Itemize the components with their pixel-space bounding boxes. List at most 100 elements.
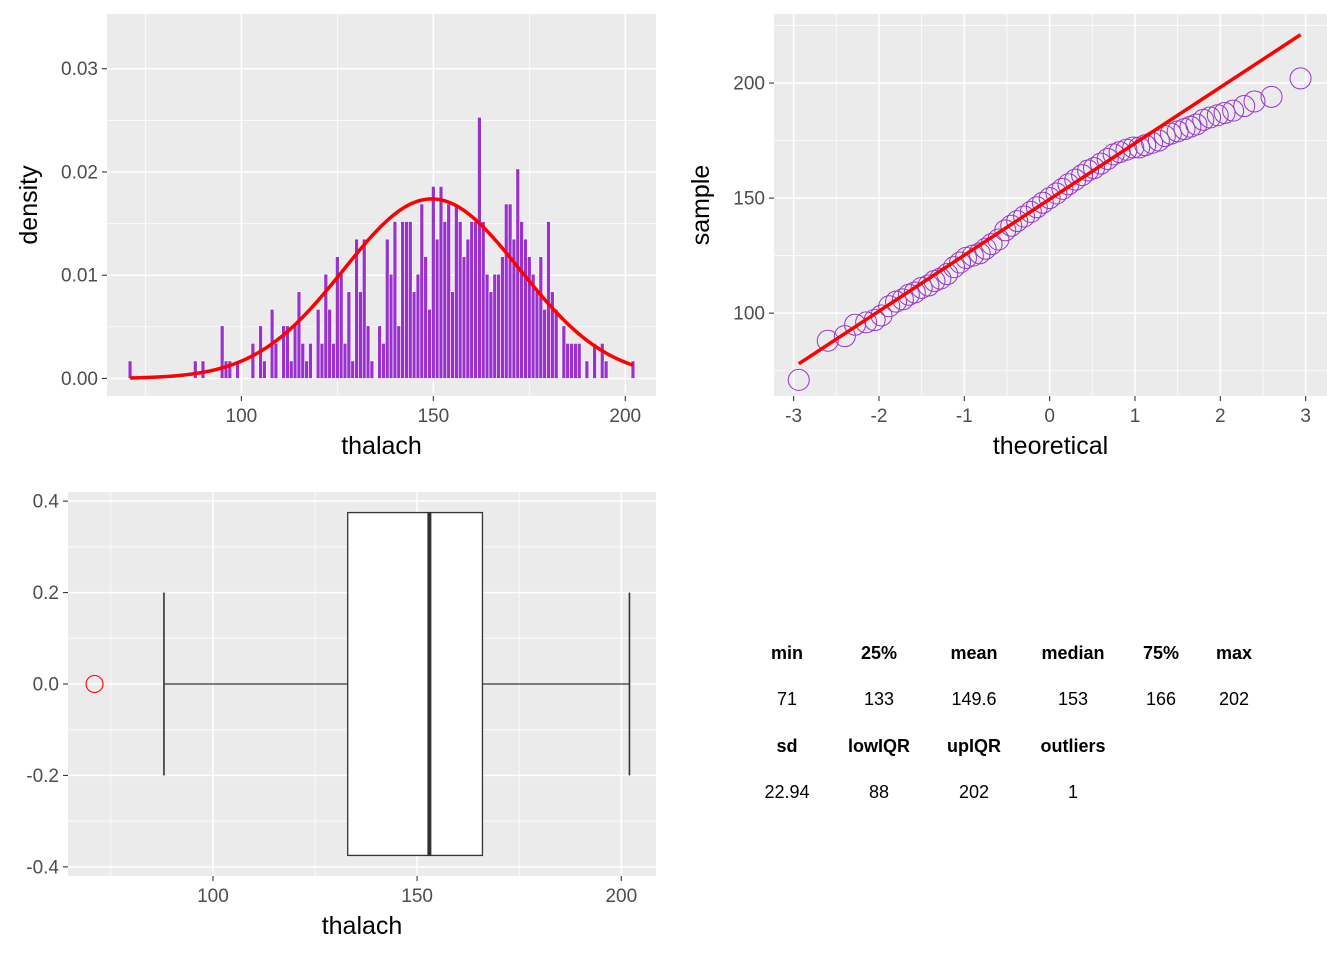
- histogram-bar: [289, 360, 294, 379]
- stats-value-cell: 166: [1146, 689, 1176, 709]
- histogram-bar: [450, 291, 455, 379]
- qq-point: [1025, 196, 1048, 219]
- histogram-bar: [342, 343, 348, 379]
- histogram-bar: [434, 238, 440, 379]
- histogram-bar: [465, 238, 471, 379]
- stats-header-cell: lowIQR: [848, 736, 910, 756]
- y-tick-label: 200: [733, 74, 765, 95]
- stats-header-cell: upIQR: [947, 736, 1001, 756]
- qq-point: [1199, 106, 1222, 129]
- stats-header-cell: outliers: [1040, 736, 1105, 756]
- histogram-bar: [454, 203, 459, 379]
- stats-value-cell: 1: [1068, 782, 1078, 802]
- histogram-bar: [273, 343, 279, 379]
- histogram-bar: [365, 325, 371, 379]
- histogram-bar: [569, 343, 574, 379]
- histogram-bar: [223, 360, 229, 379]
- histogram-bar: [354, 238, 359, 379]
- histogram-bar: [538, 256, 544, 379]
- histogram-bar: [285, 325, 290, 379]
- histogram-bar: [200, 360, 206, 379]
- stats-value-cell: 71: [777, 689, 797, 709]
- stats-header-cell: sd: [776, 736, 797, 756]
- qq-point: [1260, 85, 1283, 108]
- x-tick-label: 0: [1044, 406, 1055, 427]
- stats-value-cell: 149.6: [951, 689, 996, 709]
- histogram-bar: [496, 273, 501, 379]
- x-axis-title: thalach: [341, 432, 422, 460]
- histogram-bar: [515, 168, 521, 379]
- x-tick-label: 1: [1130, 406, 1141, 427]
- histogram-bar: [346, 291, 352, 379]
- stats-header-cell: max: [1216, 643, 1252, 663]
- qq-point: [1038, 187, 1061, 210]
- histogram-bar: [193, 360, 198, 379]
- histogram-bar: [484, 273, 490, 379]
- y-tick-label: 0.2: [33, 583, 59, 604]
- histogram-bar: [319, 343, 325, 379]
- y-tick-label: -0.2: [26, 766, 59, 787]
- outlier-point: [85, 674, 104, 694]
- x-tick-label: 150: [417, 406, 449, 427]
- stats-header-cell: median: [1041, 643, 1104, 663]
- qq-point: [787, 368, 810, 391]
- qq-point: [1006, 210, 1029, 233]
- x-tick-label: -1: [956, 406, 973, 427]
- histogram-bar: [427, 308, 432, 379]
- stats-value-cell: 202: [1219, 689, 1249, 709]
- qq-point: [1071, 164, 1094, 187]
- histogram-bar: [388, 273, 394, 379]
- histogram-bar: [296, 291, 302, 379]
- qq-point: [1089, 152, 1112, 175]
- qq-reference-line: [797, 33, 1302, 366]
- histogram-bar: [377, 325, 382, 379]
- qq-point: [1289, 67, 1312, 90]
- histogram-bar: [419, 203, 425, 379]
- stats-value-cell: 133: [864, 689, 894, 709]
- y-tick-label: -0.4: [26, 857, 59, 878]
- x-tick-label: 100: [197, 886, 229, 907]
- histogram-bar: [523, 238, 528, 379]
- x-axis-title: theoretical: [993, 432, 1108, 460]
- histogram-bar: [527, 256, 532, 379]
- histogram-bar: [584, 360, 590, 379]
- qq-point: [1122, 136, 1145, 159]
- x-tick-label: 200: [609, 406, 641, 427]
- stats-table: min 25% mean median 75% max 71 133 149.6 153 166 20…: [764, 643, 1252, 802]
- histogram-bar: [630, 360, 636, 379]
- histogram-bar: [446, 203, 451, 379]
- histogram-bar: [477, 116, 482, 379]
- density-curve: [129, 197, 634, 380]
- x-tick-label: 2: [1215, 406, 1226, 427]
- y-tick-label: 150: [733, 189, 765, 210]
- qq-point: [1233, 95, 1256, 118]
- histogram-bar: [534, 291, 540, 379]
- y-axis-title: density: [15, 165, 43, 245]
- histogram-bar: [392, 221, 398, 379]
- x-axis-title: thalach: [322, 912, 403, 940]
- histogram-bar: [362, 238, 367, 379]
- qq-point: [1031, 191, 1054, 214]
- histogram-bar: [431, 186, 436, 379]
- qq-point: [903, 281, 926, 304]
- histogram-bar: [573, 343, 578, 379]
- qq-point: [1083, 157, 1106, 180]
- x-tick-label: -2: [871, 406, 888, 427]
- histogram-bar: [408, 221, 413, 379]
- histogram-bar: [385, 238, 390, 379]
- histogram-bar: [519, 221, 524, 379]
- box-iqr: [347, 511, 484, 857]
- stats-header-cell: mean: [950, 643, 997, 663]
- qq-point: [1051, 177, 1074, 200]
- stats-value-cell: 22.94: [764, 782, 809, 802]
- histogram-bar: [415, 273, 421, 379]
- qq-point: [1147, 129, 1170, 152]
- y-tick-label: 0.03: [61, 59, 98, 80]
- stats-value-cell: 88: [869, 782, 889, 802]
- y-tick-label: 0.00: [61, 369, 98, 390]
- y-axis-title: sample: [687, 165, 715, 246]
- qq-point: [878, 295, 901, 318]
- histogram-bar: [473, 221, 478, 379]
- y-tick-label: 100: [733, 304, 765, 325]
